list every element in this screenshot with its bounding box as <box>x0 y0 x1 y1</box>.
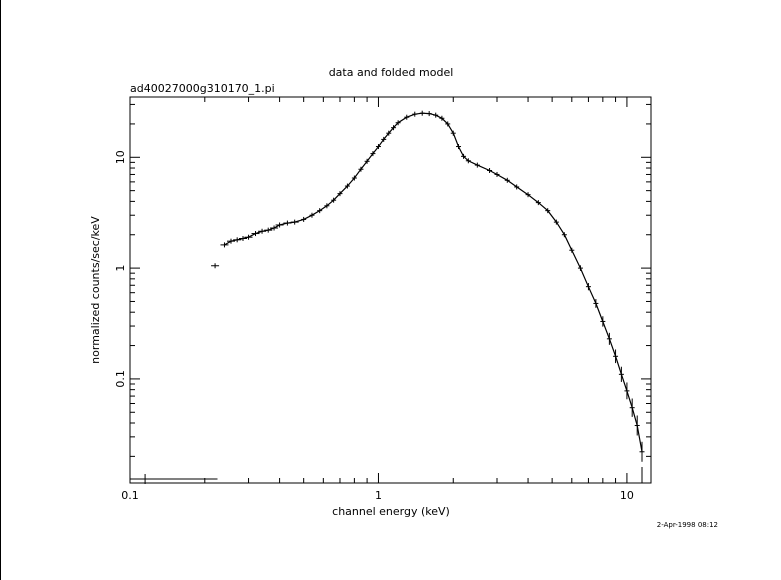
timestamp: 2-Apr-1998 08:12 <box>657 521 718 529</box>
x-axis-label: channel energy (keV) <box>332 505 450 518</box>
data-point <box>220 242 229 248</box>
x-tick-label: 10 <box>620 489 634 502</box>
x-tick-label: 1 <box>375 489 382 502</box>
y-tick-label: 10 <box>114 150 127 164</box>
chart-title: data and folded model <box>329 66 454 79</box>
y-tick-label: 1 <box>114 265 127 272</box>
chart-subtitle: ad40027000g310170_1.pi <box>130 82 275 95</box>
y-axis-label: normalized counts/sec/keV <box>89 216 102 364</box>
left-border-line <box>0 0 1 580</box>
ticks-layer: 0.1 1 10 0.1 1 10 <box>114 97 651 502</box>
data-layer <box>130 110 645 484</box>
plot-frame <box>129 96 652 484</box>
folded-model-line <box>224 112 643 452</box>
data-point <box>211 263 220 269</box>
x-tick-label: 0.1 <box>121 489 139 502</box>
y-tick-label: 0.1 <box>114 370 127 388</box>
